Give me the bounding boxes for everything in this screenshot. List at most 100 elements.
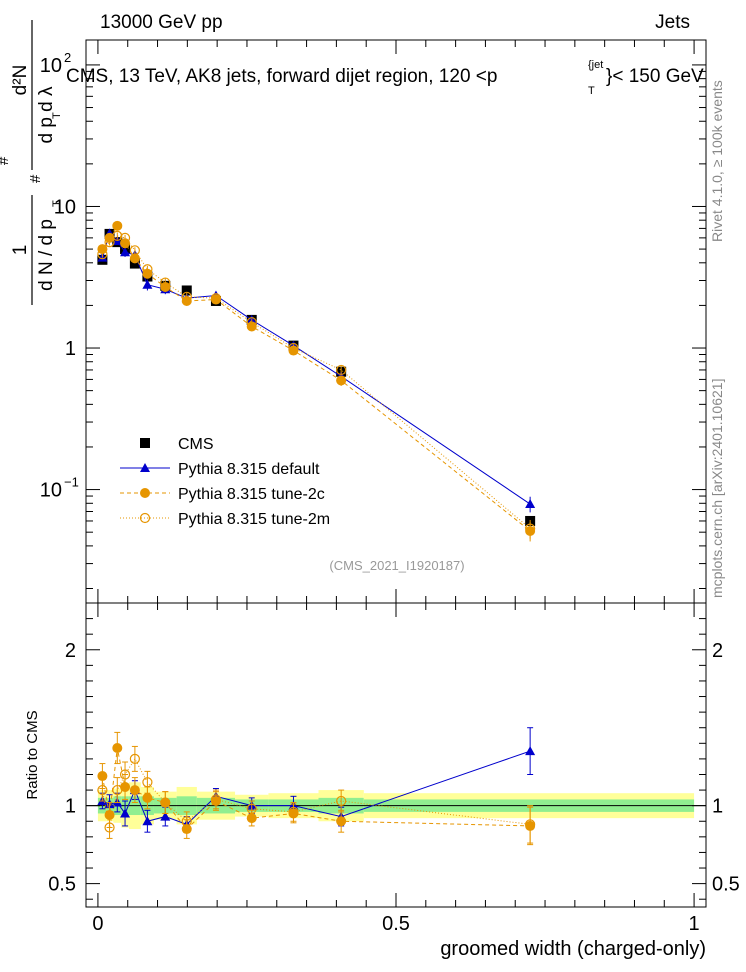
data-point [112,230,123,241]
ylabel-num: d²N [10,65,31,96]
data-point [336,375,347,386]
ratio-point [97,771,108,782]
ylabel-pre: 1 [10,245,31,256]
y-tick-label-base: 10 [40,480,62,502]
ratio-y-tick-label-right: 1 [712,796,723,818]
ratio-point [246,803,257,814]
ratio-y-tick-label-right: 0.5 [712,874,740,896]
ratio-point [160,811,171,821]
ylabel-hash-b: # [0,156,12,165]
y-tick-label: 10 [54,196,76,218]
ylabel-den: d p d λ [36,86,57,144]
lower-ticks: 0.5 0.5 1 1 2 2 0 0.5 1 [48,602,740,935]
y-tick-label-base: 1 [65,338,76,360]
x-tick-label: 0 [92,913,103,935]
legend-item: Pythia 8.315 default [120,461,320,478]
legend-label: Pythia 8.315 tune-2c [178,486,325,503]
ylabel-pre-den-sub: T [51,200,63,207]
ylabel-pre-den: d N / d p [36,219,57,291]
ratio-point [119,769,131,780]
y-tick-label-base: 10 [54,196,76,218]
ratio-point [97,784,108,796]
plot-title-sup: {jet [588,59,603,71]
mcplots-label: mcplots.cern.ch [arXiv:2401.10621] [709,379,725,598]
header-left: 13000 GeV pp [100,12,223,33]
legend-item: CMS [140,436,214,453]
ratio-series-pythia-8-315-tune-2c [97,731,536,846]
legend-label: Pythia 8.315 default [178,461,320,478]
data-point [181,291,192,302]
analysis-watermark: (CMS_2021_I1920187) [329,558,464,573]
lower-data [97,727,536,846]
series-pythia-8-315-tune-2m [97,230,536,539]
x-axis-label: groomed width (charged-only) [440,938,706,960]
data-point [119,232,131,243]
y-tick-label-base: 10 [40,55,62,77]
y-tick-label-exp: 2 [64,50,71,65]
data-point [120,247,131,257]
legend: CMS Pythia 8.315 default Pythia 8.315 tune… [120,436,330,528]
y-tick-label: 1 [65,338,76,360]
legend-label: Pythia 8.315 tune-2m [178,511,330,528]
data-point [525,499,536,509]
ratio-point [142,816,153,826]
ratio-ylabel: Ratio to CMS [24,710,41,799]
plot-title-main: CMS, 13 TeV, AK8 jets, forward dijet reg… [66,66,497,87]
lower-panel: 0.5 0.5 1 1 2 2 0 0.5 1 Ratio to CMS groomed wid… [24,602,740,960]
ratio-point [129,785,140,796]
ratio-point [210,794,222,805]
data-point [181,285,192,296]
legend-item: Pythia 8.315 tune-2m [120,511,330,528]
data-point [246,317,257,328]
ratio-point [246,813,257,824]
ratio-y-tick-label-right: 2 [712,640,723,662]
data-point [97,244,108,255]
ratio-point [129,753,140,764]
ratio-point [104,822,115,833]
ratio-y-tick-label-left: 1 [65,796,76,818]
data-point [129,245,140,256]
legend-marker [140,438,150,448]
data-point [142,264,153,275]
ratio-point [336,816,347,827]
legend-marker [140,463,150,472]
ratio-point [142,792,153,803]
data-point [112,220,123,231]
y-tick-label: 10 −1 [40,475,79,502]
ratio-point [288,806,299,818]
data-point [142,279,153,289]
legend-item: Pythia 8.315 tune-2c [120,486,325,503]
data-point [160,277,171,288]
y-tick-label: 10 2 [40,50,71,77]
legend-label: CMS [178,436,214,453]
ratio-point [525,746,536,756]
ratio-series-pythia-8-315-tune-2m [97,745,536,844]
y-tick-label-exp: −1 [64,475,79,490]
data-point [97,249,108,260]
data-point [210,293,222,304]
data-point [129,258,140,269]
plot-title-tail: }< 150 GeV [606,66,704,87]
ratio-point [525,819,536,830]
ratio-point [112,784,123,796]
ratio-point [120,808,131,818]
data-point [120,238,131,249]
lower-frame [85,602,707,908]
ratio-y-tick-label-left: 2 [65,640,76,662]
upper-ylabel: 1 d N / d p T # d²N d p d λ T # [0,20,63,305]
x-tick-label: 1 [689,913,700,935]
data-point [129,253,140,264]
ratio-point [142,777,153,788]
x-tick-label: 0.5 [382,913,410,935]
ratio-point [336,795,347,807]
legend-marker [139,512,151,524]
legend-marker [140,488,150,498]
header-right: Jets [655,12,690,33]
upper-data [97,220,536,542]
data-point [288,342,299,354]
series-line [101,235,531,529]
ratio-point [112,742,123,753]
